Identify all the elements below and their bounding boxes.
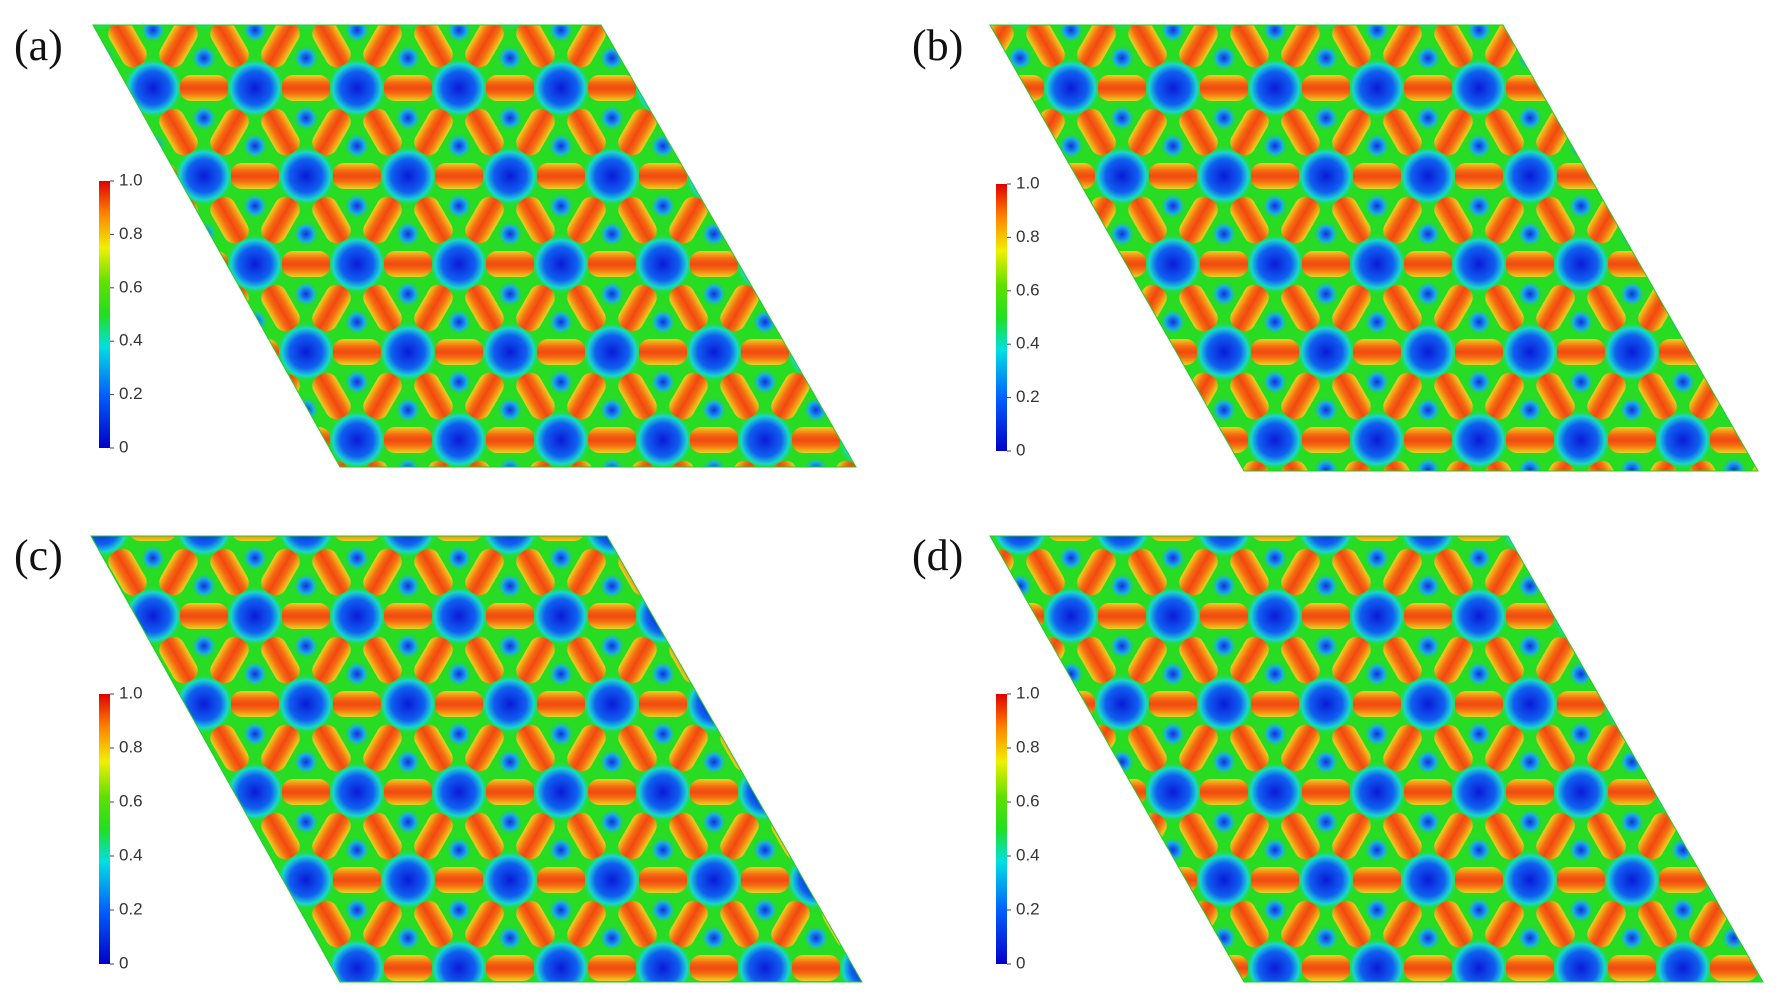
panel-label: (b) <box>912 21 963 70</box>
density-field <box>90 535 863 983</box>
colorbar <box>99 181 110 448</box>
colorbar-tick-label: 1.0 <box>119 170 143 189</box>
colorbar-tick-label: 0.4 <box>1016 334 1040 353</box>
colorbar <box>996 184 1007 451</box>
colorbar-tick-label: 0.8 <box>1016 227 1040 246</box>
colorbar-tick-label: 0.8 <box>119 737 143 756</box>
colorbar-tick-label: 0.4 <box>1016 845 1040 864</box>
colorbar-tick-label: 0.4 <box>119 331 143 350</box>
panel-label: (c) <box>14 531 63 580</box>
panel: (d) 0 0.2 0.4 0.6 0.8 1.0 <box>912 531 1764 983</box>
colorbar-tick-label: 0.6 <box>1016 280 1040 299</box>
colorbar-tick-label: 0.8 <box>119 224 143 243</box>
colorbar-tick-label: 0 <box>1016 953 1025 972</box>
colorbar-tick-label: 0 <box>1016 440 1025 459</box>
colorbar-tick-label: 0.8 <box>1016 737 1040 756</box>
density-field <box>989 24 1759 472</box>
colorbar <box>996 694 1007 964</box>
colorbar-tick-label: 1.0 <box>1016 683 1040 702</box>
density-field <box>989 535 1764 983</box>
colorbar-tick-label: 0.2 <box>1016 899 1040 918</box>
colorbar-tick-label: 0.2 <box>119 384 143 403</box>
colorbar-tick-label: 0 <box>119 953 128 972</box>
panel: (b) 0 0.2 0.4 0.6 0.8 1.0 <box>912 21 1759 472</box>
colorbar-tick-label: 0.6 <box>1016 791 1040 810</box>
colorbar-tick-label: 0.2 <box>119 899 143 918</box>
colorbar-tick-label: 0.6 <box>119 277 143 296</box>
colorbar-tick-label: 0 <box>119 437 128 456</box>
panel-label: (a) <box>14 21 63 70</box>
panel: (a) 0 0.2 0.4 0.6 0.8 1.0 <box>14 21 857 468</box>
density-field <box>92 24 857 468</box>
colorbar-tick-label: 1.0 <box>1016 173 1040 192</box>
colorbar-tick-label: 0.6 <box>119 791 143 810</box>
colorbar-tick-label: 0.4 <box>119 845 143 864</box>
panel-label: (d) <box>912 531 963 580</box>
panel: (c) 0 0.2 0.4 0.6 0.8 1.0 <box>14 531 863 983</box>
colorbar <box>99 694 110 964</box>
colorbar-tick-label: 0.2 <box>1016 387 1040 406</box>
colorbar-tick-label: 1.0 <box>119 683 143 702</box>
